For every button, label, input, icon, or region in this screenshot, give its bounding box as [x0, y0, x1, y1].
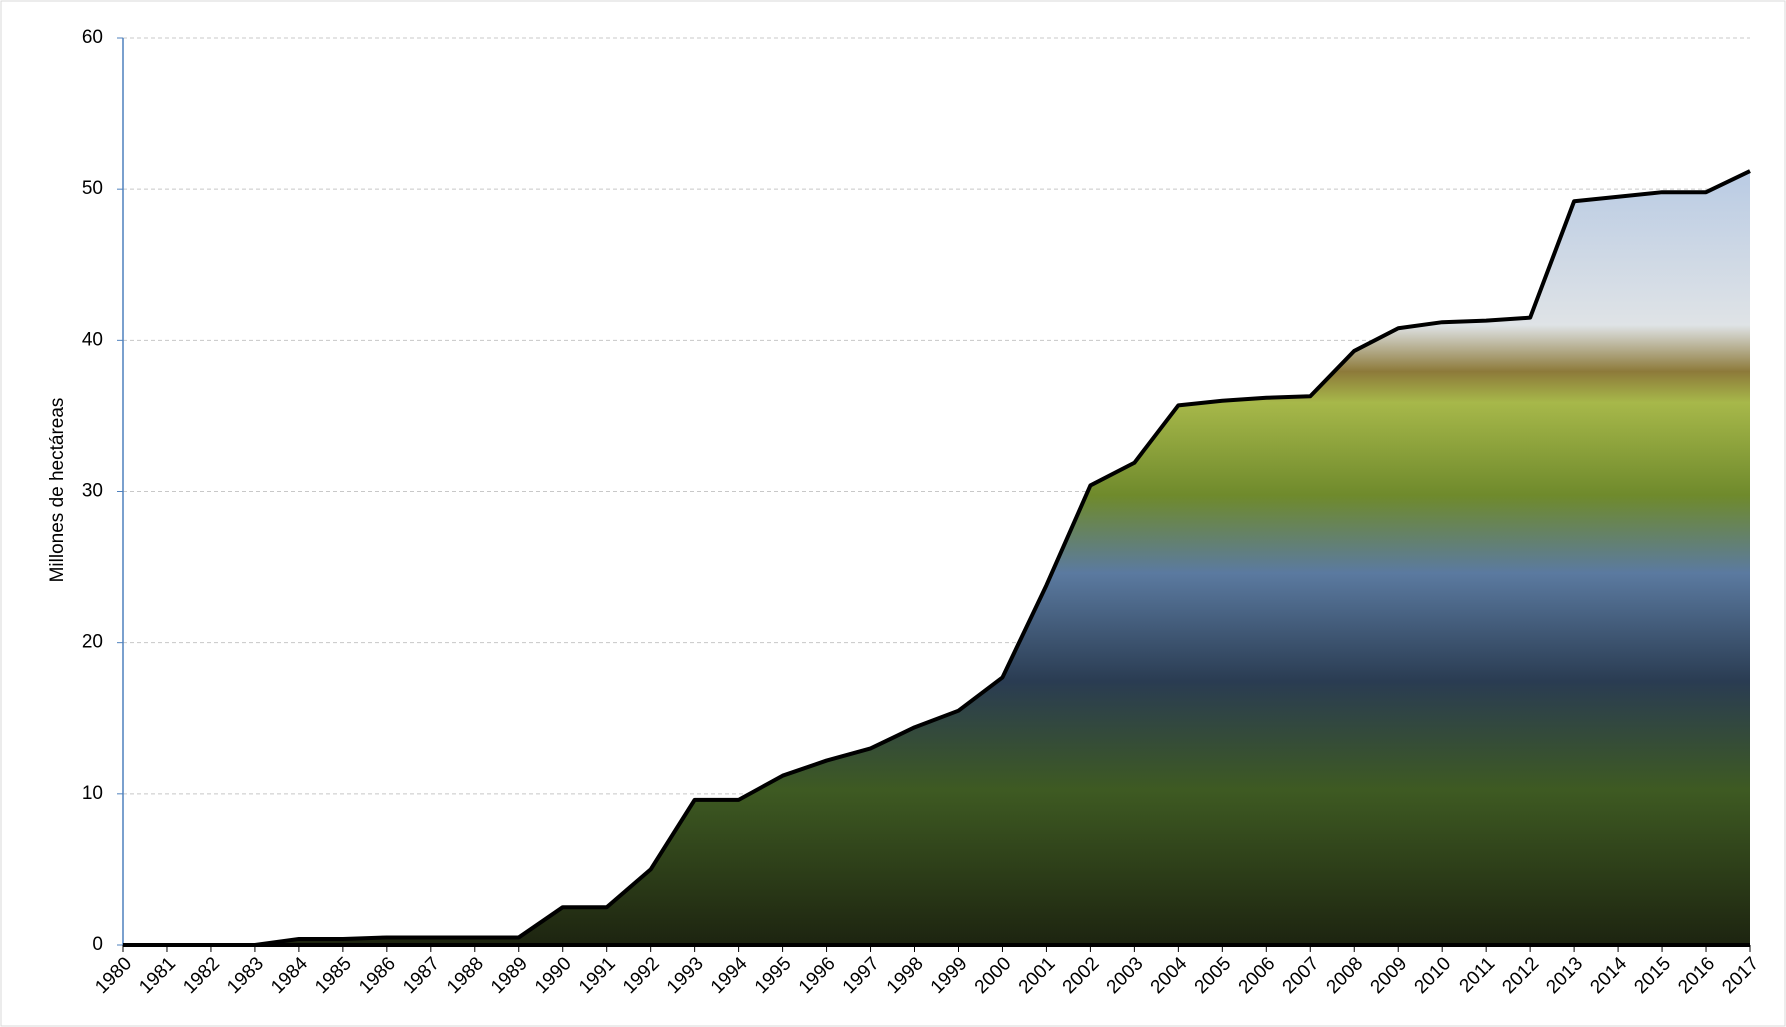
x-tick-label: 2005 [1191, 953, 1236, 998]
x-tick-label: 2010 [1411, 953, 1456, 998]
area-outline [123, 169, 1751, 947]
x-tick-label: 2016 [1674, 953, 1719, 998]
x-tick-label: 1999 [927, 953, 972, 998]
x-tick-label: 1983 [223, 953, 268, 998]
x-tick-label: 1992 [619, 953, 664, 998]
x-tick-label: 2009 [1367, 953, 1412, 998]
x-tick-label: 2006 [1235, 953, 1280, 998]
x-tick-label: 2011 [1456, 953, 1500, 997]
x-tick-label: 1993 [663, 953, 708, 998]
x-tick-label: 2003 [1103, 953, 1148, 998]
x-tick-label: 2008 [1323, 953, 1368, 998]
y-tick-label: 40 [82, 329, 103, 350]
x-tick-label: 1990 [531, 953, 576, 998]
x-tick-label: 1982 [179, 953, 224, 998]
x-tick-label: 1997 [839, 953, 884, 998]
area-fill [123, 171, 1750, 945]
x-tick-label: 1998 [883, 953, 928, 998]
y-tick-label: 20 [82, 632, 103, 653]
x-tick-label: 2000 [971, 953, 1016, 998]
y-tick-label: 60 [82, 27, 103, 48]
x-tick-label: 2017 [1718, 953, 1763, 998]
x-tick-label: 2012 [1498, 953, 1543, 998]
x-tick-label: 2002 [1059, 953, 1104, 998]
y-tick-label: 50 [82, 178, 103, 199]
x-tick-label: 1991 [575, 953, 620, 998]
x-tick-label: 1987 [399, 953, 444, 998]
x-tick-label: 2004 [1147, 953, 1192, 998]
x-tick-label: 2014 [1586, 953, 1631, 998]
x-tick-label: 1995 [751, 953, 796, 998]
x-tick-label: 2007 [1279, 953, 1324, 998]
x-tick-label: 1986 [355, 953, 400, 998]
x-tick-label: 2015 [1630, 953, 1675, 998]
x-tick-label: 1984 [267, 953, 312, 998]
x-tick-label: 1980 [91, 953, 136, 998]
y-tick-label: 0 [92, 934, 103, 955]
y-tick-label: 30 [82, 481, 103, 502]
x-tick-label: 2001 [1015, 953, 1060, 998]
x-tick-label: 1989 [487, 953, 532, 998]
y-axis-title: Millones de hectáreas [47, 398, 68, 583]
x-tick-label: 1988 [443, 953, 488, 998]
y-tick-label: 10 [82, 783, 103, 804]
x-tick-label: 1981 [135, 953, 180, 998]
x-tick-label: 2013 [1542, 953, 1587, 998]
x-tick-label: 1985 [311, 953, 356, 998]
x-tick-label: 1994 [707, 953, 752, 998]
x-tick-label: 1996 [795, 953, 840, 998]
